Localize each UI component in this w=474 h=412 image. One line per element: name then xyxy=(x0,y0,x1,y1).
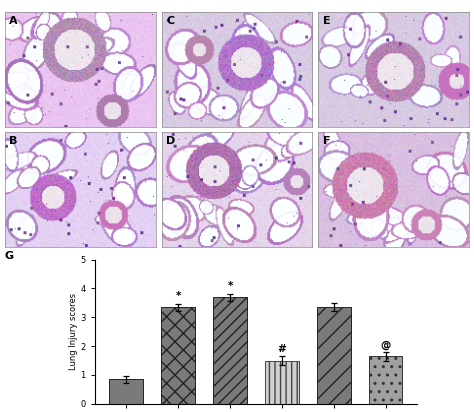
Text: F: F xyxy=(323,136,330,145)
Text: *: * xyxy=(228,281,233,291)
Text: B: B xyxy=(9,136,18,145)
Text: C: C xyxy=(166,16,174,26)
Bar xyxy=(213,297,247,404)
Text: #: # xyxy=(277,344,286,354)
Text: @: @ xyxy=(381,339,391,349)
Text: G: G xyxy=(5,251,14,261)
Bar xyxy=(317,307,351,404)
Text: D: D xyxy=(166,136,175,145)
Bar xyxy=(265,360,299,404)
Bar xyxy=(369,356,402,404)
Bar xyxy=(109,379,143,404)
Y-axis label: Lung Injury scores: Lung Injury scores xyxy=(69,293,78,370)
Text: *: * xyxy=(175,291,181,302)
Bar xyxy=(161,307,195,404)
Text: A: A xyxy=(9,16,18,26)
Text: E: E xyxy=(323,16,330,26)
